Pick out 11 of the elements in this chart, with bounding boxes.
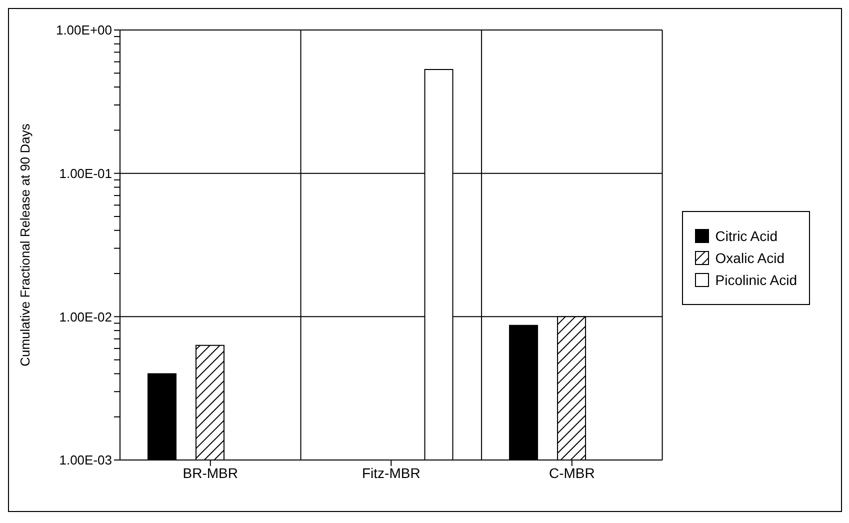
y-tick-label: 1.00E-01 [59,166,112,181]
legend-label: Citric Acid [715,228,778,244]
y-tick-label: 1.00E+00 [56,22,112,38]
legend-label: Picolinic Acid [715,272,797,288]
y-axis-title: Cumulative Fractional Release at 90 Days [18,123,33,366]
y-tick-label: 1.00E-02 [59,309,112,324]
x-tick-label: Fitz-MBR [362,464,420,481]
y-tick-label: 1.00E-03 [59,452,112,468]
legend-label: Oxalic Acid [715,250,785,266]
x-tick-label: BR-MBR [182,464,238,481]
x-tick-label: C-MBR [548,464,595,481]
